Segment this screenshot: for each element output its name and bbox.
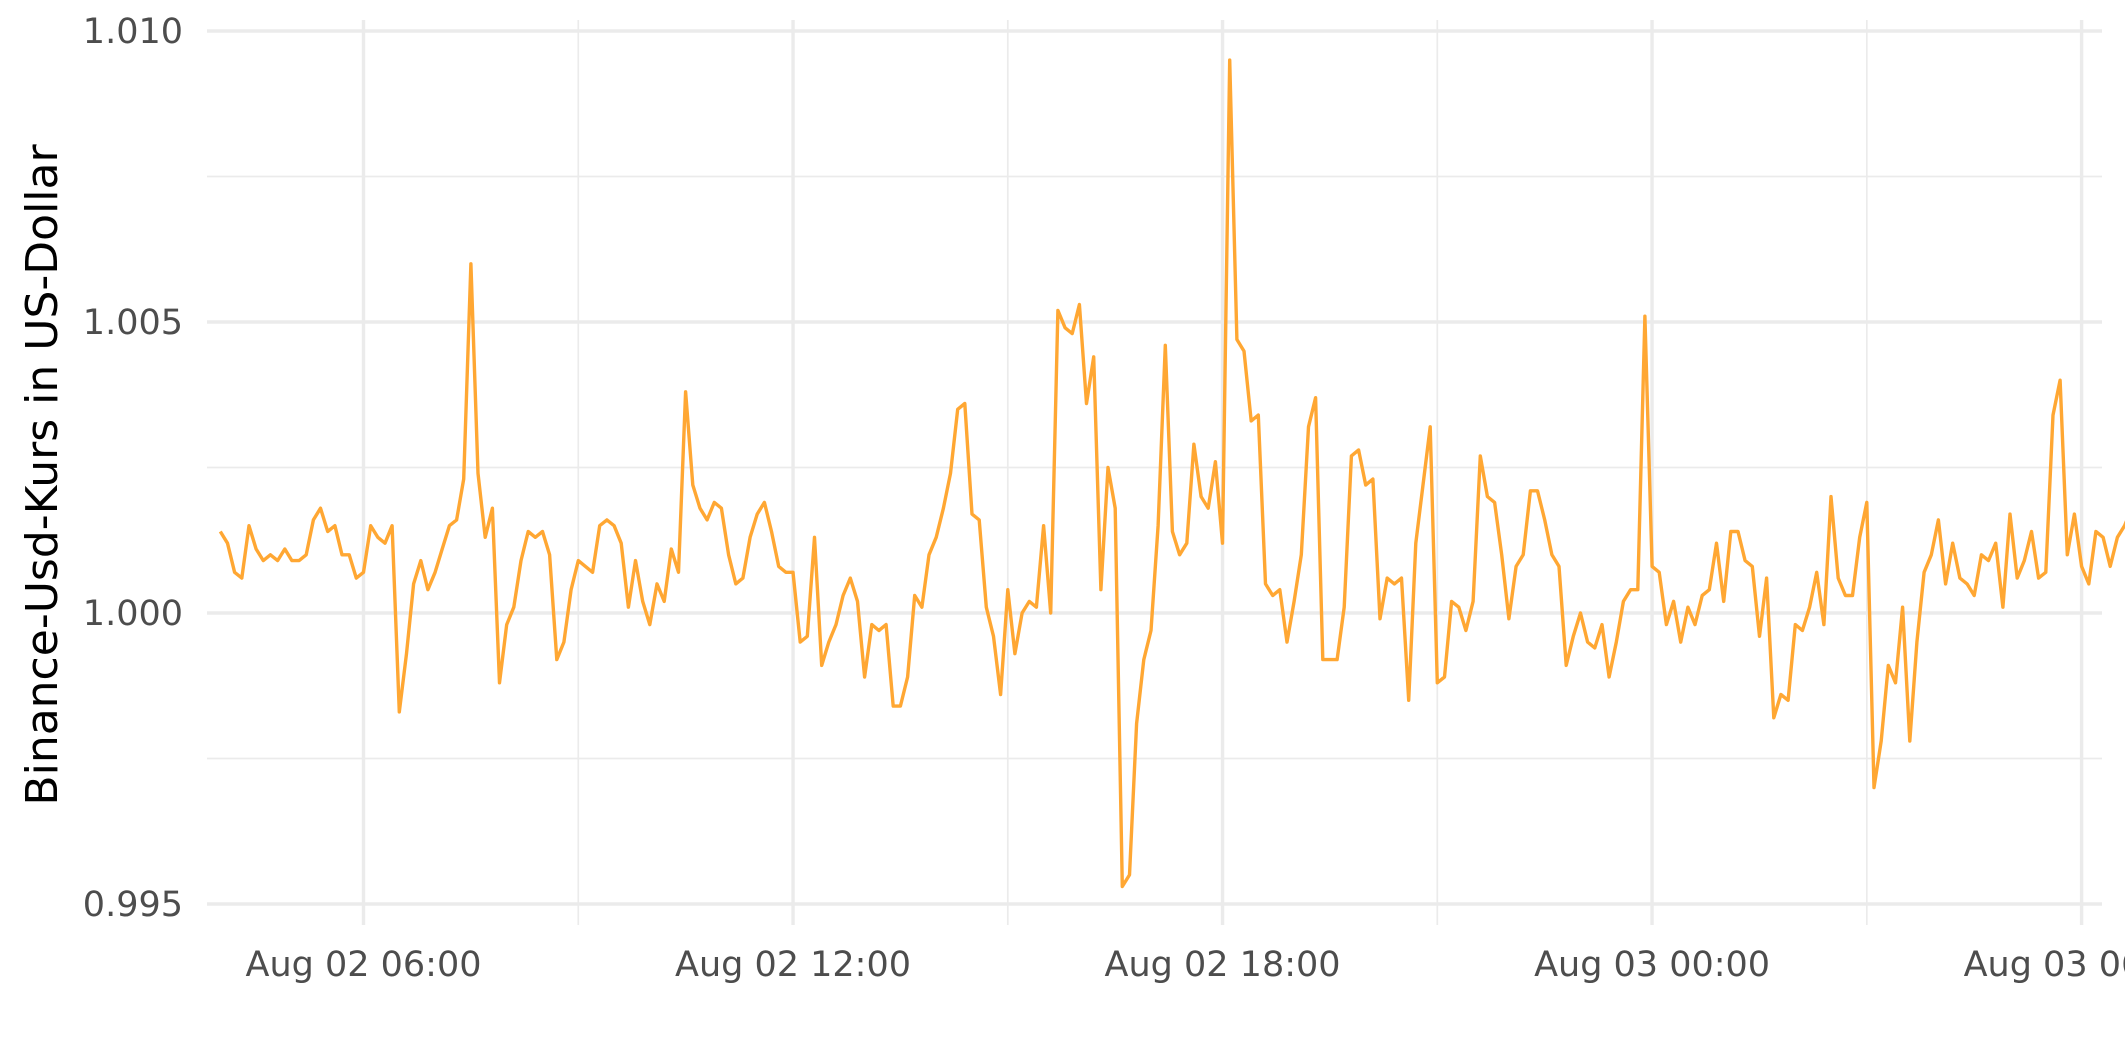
x-tick-label: Aug 02 12:00 — [675, 945, 911, 985]
x-tick-label: Aug 02 18:00 — [1105, 945, 1341, 985]
series-line — [218, 58, 2125, 889]
y-tick-label: 1.010 — [83, 12, 183, 52]
y-axis-title: Binance-Usd-Kurs in US-Dollar — [17, 144, 68, 806]
y-tick-label: 1.000 — [83, 594, 183, 634]
y-axis-ticks: 0.995 1.000 1.005 1.010 — [83, 12, 183, 925]
y-tick-label: 1.005 — [83, 303, 183, 343]
x-tick-label: Aug 03 00:00 — [1534, 945, 1770, 985]
series-layer — [218, 58, 2125, 889]
x-tick-label: Aug 02 06:00 — [246, 945, 482, 985]
y-tick-label: 0.995 — [83, 885, 183, 925]
x-axis-ticks: Aug 02 06:00 Aug 02 12:00 Aug 02 18:00 Aug … — [246, 945, 2125, 985]
grid — [207, 20, 2102, 925]
x-tick-label: Aug 03 06:00 — [1964, 945, 2125, 985]
